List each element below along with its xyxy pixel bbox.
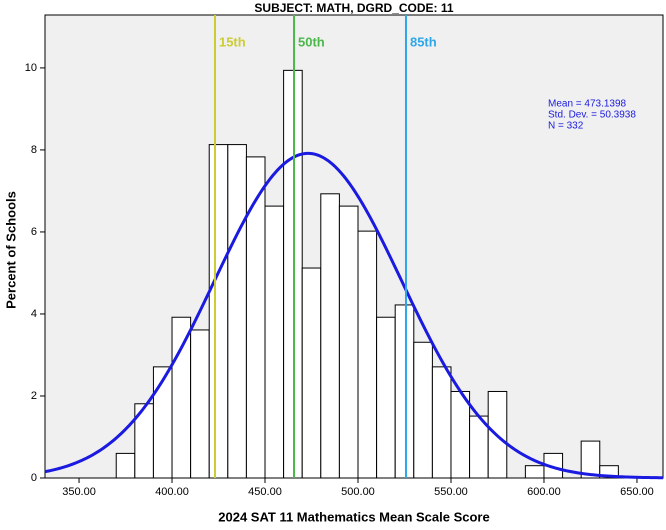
bar bbox=[171, 316, 192, 479]
bar bbox=[394, 304, 415, 479]
bar bbox=[283, 69, 303, 479]
bar bbox=[227, 144, 247, 479]
bar bbox=[320, 193, 340, 479]
chart-title: SUBJECT: MATH, DGRD_CODE: 11 bbox=[254, 1, 453, 15]
y-tick-label: 4 bbox=[31, 308, 37, 320]
bar bbox=[190, 329, 210, 479]
reference-label: 50th bbox=[298, 34, 325, 49]
bar bbox=[245, 156, 266, 479]
stats-label: Mean = 473.1398 bbox=[548, 99, 627, 110]
bar bbox=[376, 316, 396, 479]
bar bbox=[524, 465, 545, 479]
bar bbox=[152, 366, 173, 479]
stats-label: Std. Dev. = 50.3938 bbox=[548, 110, 636, 121]
y-tick-label: 6 bbox=[31, 226, 37, 238]
y-tick-label: 8 bbox=[31, 144, 37, 156]
x-tick-label: 500.00 bbox=[341, 486, 375, 498]
bar bbox=[208, 144, 229, 479]
x-tick-label: 450.00 bbox=[248, 486, 282, 498]
x-tick-label: 400.00 bbox=[155, 486, 189, 498]
bar bbox=[264, 205, 285, 479]
x-tick-label: 650.00 bbox=[620, 486, 654, 498]
bar bbox=[431, 366, 452, 479]
x-tick-label: 600.00 bbox=[527, 486, 561, 498]
bar bbox=[413, 341, 433, 479]
y-axis-label: Percent of Schools bbox=[3, 191, 18, 309]
stats-label: N = 332 bbox=[548, 121, 584, 132]
bar bbox=[301, 267, 322, 479]
x-axis-label: 2024 SAT 11 Mathematics Mean Scale Score bbox=[218, 509, 489, 524]
normal-curve bbox=[44, 151, 664, 480]
x-tick-label: 350.00 bbox=[62, 486, 96, 498]
y-tick-label: 2 bbox=[31, 390, 37, 402]
x-tick-label: 550.00 bbox=[434, 486, 468, 498]
bar bbox=[115, 452, 136, 479]
bar bbox=[580, 440, 601, 479]
bar bbox=[338, 205, 359, 479]
reference-label: 15th bbox=[219, 34, 246, 49]
reference-label: 85th bbox=[410, 34, 437, 49]
y-tick-label: 10 bbox=[25, 62, 37, 74]
y-tick-label: 0 bbox=[31, 472, 37, 484]
bar bbox=[450, 390, 471, 479]
bar bbox=[357, 230, 378, 479]
